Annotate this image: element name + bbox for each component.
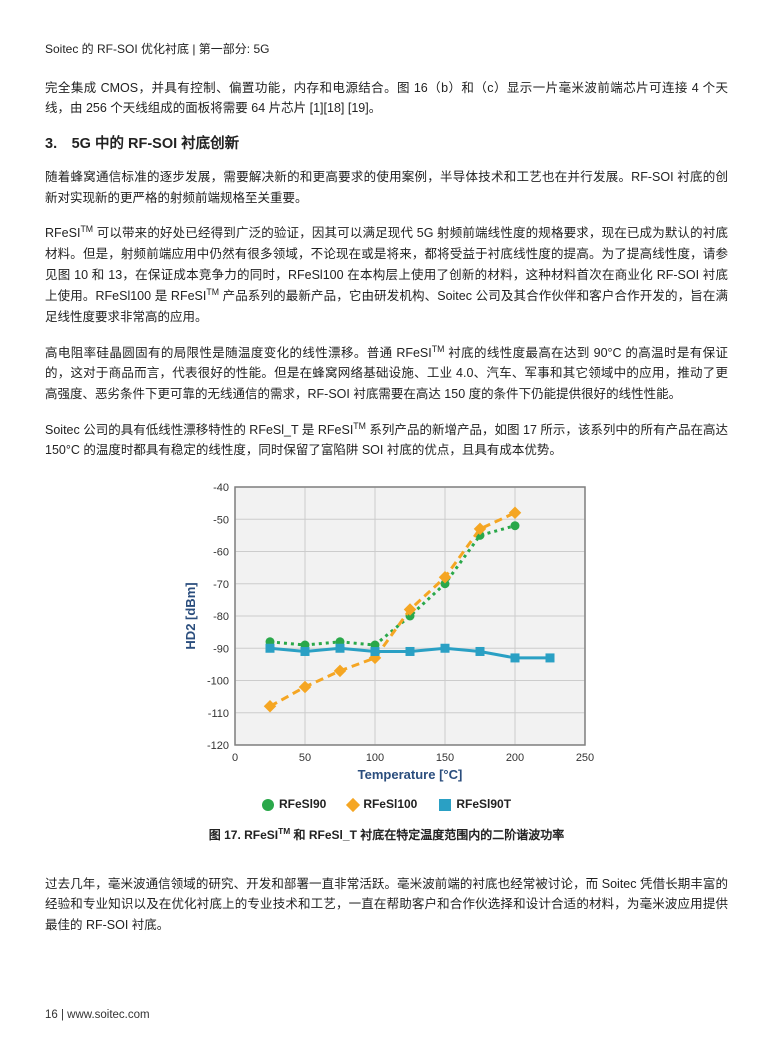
- svg-text:0: 0: [231, 752, 237, 764]
- page-footer: 16 | www.soitec.com: [45, 1006, 728, 1025]
- svg-text:-40: -40: [213, 482, 229, 494]
- svg-text:-50: -50: [213, 514, 229, 526]
- p3-a: RFeSI: [45, 226, 80, 240]
- legend-marker: [262, 799, 274, 811]
- paragraph-6: 过去几年，毫米波通信领域的研究、开发和部署一直非常活跃。毫米波前端的衬底也经常被…: [45, 874, 728, 936]
- legend-label: RFeSl100: [363, 795, 417, 815]
- legend-item: RFeSl90T: [439, 795, 511, 815]
- svg-text:100: 100: [365, 752, 383, 764]
- legend-label: RFeSl90T: [456, 795, 511, 815]
- tm-5: TM: [278, 826, 290, 836]
- p4-a: 高电阻率硅晶圆固有的局限性是随温度变化的线性漂移。普通 RFeSI: [45, 346, 432, 360]
- svg-text:-60: -60: [213, 547, 229, 559]
- paragraph-2: 随着蜂窝通信标准的逐步发展，需要解决新的和更高要求的使用案例，半导体技术和工艺也…: [45, 167, 728, 208]
- legend-marker: [346, 798, 360, 812]
- svg-text:250: 250: [575, 752, 593, 764]
- legend-label: RFeSl90: [279, 795, 326, 815]
- tm-1: TM: [80, 224, 93, 234]
- tm-2: TM: [206, 287, 219, 297]
- legend-item: RFeSl100: [348, 795, 417, 815]
- tm-3: TM: [432, 344, 445, 354]
- paragraph-3: RFeSITM 可以带来的好处已经得到广泛的验证，因其可以满足现代 5G 射频前…: [45, 222, 728, 327]
- page-header: Soitec 的 RF-SOI 优化衬底 | 第一部分: 5G: [45, 40, 728, 60]
- figure-caption: 图 17. RFeSITM 和 RFeSl_T 衬底在特定温度范围内的二阶谐波功…: [45, 825, 728, 846]
- section-heading: 3. 5G 中的 RF-SOI 衬底创新: [45, 133, 728, 157]
- tm-4: TM: [353, 421, 366, 431]
- svg-text:-100: -100: [206, 676, 228, 688]
- svg-text:-90: -90: [213, 643, 229, 655]
- legend-item: RFeSl90: [262, 795, 326, 815]
- svg-text:Temperature [°C]: Temperature [°C]: [357, 767, 462, 782]
- svg-text:200: 200: [505, 752, 523, 764]
- paragraph-1: 完全集成 CMOS，并具有控制、偏置功能，内存和电源结合。图 16（b）和（c）…: [45, 78, 728, 119]
- svg-text:-80: -80: [213, 611, 229, 623]
- hd2-temperature-chart: 0 50 100 150 200 250 -120 -110 -100 -90 -80 -70 -60 -…: [177, 477, 597, 787]
- svg-text:50: 50: [298, 752, 310, 764]
- paragraph-4: 高电阻率硅晶圆固有的局限性是随温度变化的线性漂移。普通 RFeSITM 衬底的线…: [45, 342, 728, 405]
- svg-text:HD2 [dBm]: HD2 [dBm]: [183, 583, 198, 650]
- p5-a: Soitec 公司的具有低线性漂移特性的 RFeSl_T 是 RFeSI: [45, 423, 353, 437]
- svg-text:150: 150: [435, 752, 453, 764]
- cap-b: 和 RFeSl_T 衬底在特定温度范围内的二阶谐波功率: [290, 828, 564, 842]
- svg-text:-120: -120: [206, 740, 228, 752]
- svg-text:-70: -70: [213, 579, 229, 591]
- paragraph-5: Soitec 公司的具有低线性漂移特性的 RFeSl_T 是 RFeSITM 系…: [45, 419, 728, 461]
- chart-legend: RFeSl90 RFeSl100 RFeSl90T: [45, 795, 728, 815]
- cap-a: 图 17. RFeSI: [209, 828, 278, 842]
- chart-container: 0 50 100 150 200 250 -120 -110 -100 -90 -80 -70 -60 -…: [45, 477, 728, 787]
- legend-marker: [439, 799, 451, 811]
- svg-text:-110: -110: [207, 708, 228, 720]
